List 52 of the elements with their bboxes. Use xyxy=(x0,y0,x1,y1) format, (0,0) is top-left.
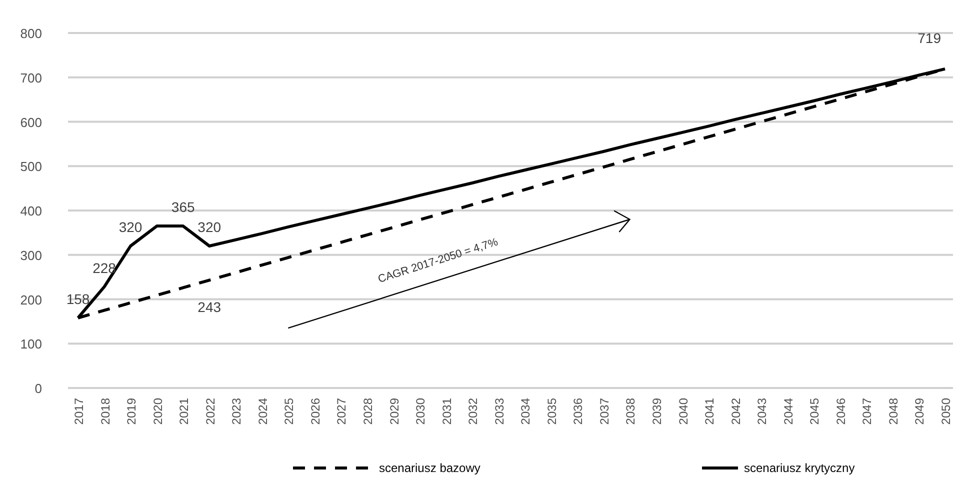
x-tick-label: 2048 xyxy=(886,398,900,425)
x-tick-label: 2045 xyxy=(808,398,822,425)
y-tick-label: 600 xyxy=(20,114,42,130)
x-tick-label: 2018 xyxy=(98,398,112,425)
x-tick-label: 2040 xyxy=(676,398,690,425)
x-tick-label: 2021 xyxy=(177,398,192,425)
x-tick-label: 2026 xyxy=(308,398,322,425)
x-tick-label: 2032 xyxy=(466,398,480,425)
x-tick-label: 2019 xyxy=(124,398,139,425)
x-tick-label: 2036 xyxy=(571,398,586,425)
x-tick-label: 2017 xyxy=(72,398,86,425)
x-tick-label: 2044 xyxy=(781,398,796,425)
y-tick-label: 100 xyxy=(20,336,42,352)
x-tick-label: 2046 xyxy=(834,398,848,425)
x-tick-label: 2039 xyxy=(650,398,664,425)
legend-label: scenariusz bazowy xyxy=(379,461,480,475)
y-tick-label: 700 xyxy=(20,70,42,86)
x-tick-label: 2035 xyxy=(544,398,559,425)
x-tick-label: 2049 xyxy=(912,398,927,425)
x-tick-label: 2037 xyxy=(597,398,612,425)
data-label: 228 xyxy=(92,260,116,276)
y-tick-label: 300 xyxy=(20,248,42,263)
x-tick-label: 2022 xyxy=(203,398,218,425)
data-label: 365 xyxy=(171,199,195,216)
data-label: 320 xyxy=(198,219,222,235)
x-tick-label: 2038 xyxy=(624,398,638,425)
x-tick-label: 2043 xyxy=(755,398,770,425)
y-tick-label: 500 xyxy=(20,159,42,174)
y-tick-label: 200 xyxy=(20,292,42,308)
x-tick-label: 2034 xyxy=(518,398,533,425)
data-label: 158 xyxy=(66,290,90,307)
x-tick-label: 2030 xyxy=(414,398,428,425)
x-tick-label: 2029 xyxy=(387,398,402,425)
legend-label: scenariusz krytyczny xyxy=(744,461,855,475)
x-tick-label: 2033 xyxy=(492,398,506,425)
x-tick-label: 2050 xyxy=(939,398,953,425)
x-tick-label: 2031 xyxy=(440,398,454,425)
x-tick-label: 2027 xyxy=(334,398,349,425)
y-tick-label: 800 xyxy=(20,26,42,41)
x-tick-label: 2028 xyxy=(361,398,375,425)
x-tick-label: 2041 xyxy=(702,398,717,425)
x-tick-label: 2020 xyxy=(150,398,165,425)
data-label: 320 xyxy=(118,219,142,235)
x-tick-label: 2025 xyxy=(282,398,296,425)
x-tick-label: 2042 xyxy=(728,398,743,425)
y-tick-label: 400 xyxy=(20,204,42,218)
data-label: 243 xyxy=(198,299,222,316)
x-tick-label: 2047 xyxy=(860,398,874,425)
x-tick-label: 2024 xyxy=(256,398,270,425)
data-label: 719 xyxy=(918,30,942,46)
y-tick-label: 0 xyxy=(34,381,42,396)
x-tick-label: 2023 xyxy=(230,398,244,425)
